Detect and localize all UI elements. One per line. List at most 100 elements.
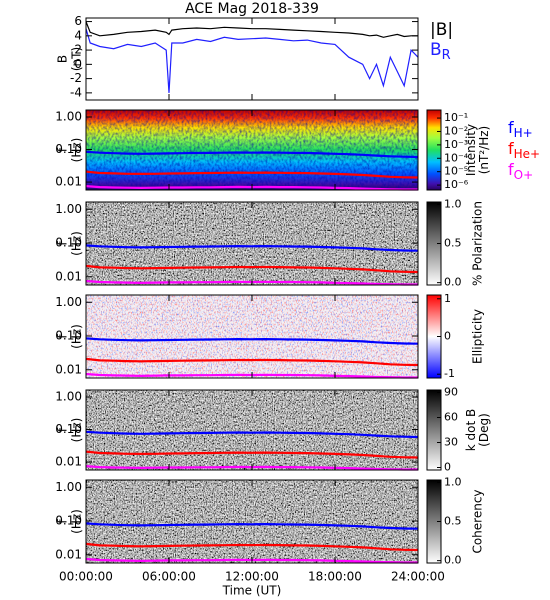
y-tick-label: 1.00 <box>55 295 82 309</box>
y-tick-label: 0.10 <box>55 142 82 156</box>
colorbar-label: Intensity <box>464 124 478 176</box>
y-tick-label: 2 <box>74 43 82 57</box>
x-tick-label: 18:00:00 <box>308 570 362 584</box>
gyrofrequency-line <box>85 170 419 179</box>
y-tick-label: 0.10 <box>55 236 82 250</box>
legend-entry: BR <box>430 40 451 63</box>
data-line <box>85 28 419 93</box>
colorbar-tick-label: 30 <box>444 436 458 449</box>
y-tick-label: 6 <box>74 14 82 28</box>
legend-entry-main: B <box>430 40 442 60</box>
legend-entry: fO+ <box>508 160 533 182</box>
y-axis-label: f <box>56 519 70 524</box>
spectrogram-texture <box>86 295 418 378</box>
colorbar-tick-label: 10⁻³ <box>444 138 468 151</box>
chart-title: ACE Mag 2018-339 <box>185 1 319 17</box>
colorbar-tick-label: 10⁻² <box>444 124 468 137</box>
colorbar-tick-label: 10⁻⁵ <box>444 165 468 178</box>
legend-entry-main: f <box>508 160 514 179</box>
data-line <box>85 21 418 38</box>
y-axis-label: (nT) <box>70 47 84 71</box>
colorbar-tick-label: 0.0 <box>444 276 462 289</box>
legend-entry-sub: He+ <box>514 147 540 161</box>
y-tick-label: -2 <box>70 71 82 85</box>
colorbar-label: Ellipticity <box>471 309 485 364</box>
x-axis-label: Time (UT) <box>222 584 282 598</box>
y-tick-label: 0.10 <box>55 329 82 343</box>
legend-entry-main: |B| <box>430 20 453 40</box>
legend-entry: fHe+ <box>508 139 540 161</box>
spectrogram <box>86 202 418 285</box>
y-tick-label: 0.10 <box>55 422 82 436</box>
y-axis-label: (Hz) <box>70 324 84 349</box>
legend-entry: |B| <box>430 20 453 40</box>
colorbar-tick-label: 1 <box>444 292 451 305</box>
colorbar-label: Coherency <box>471 489 485 553</box>
colorbar-label: (nT²/Hz) <box>477 126 491 174</box>
colorbar-tick-label: 0 <box>444 461 451 474</box>
colorbar-label: (Deg) <box>477 413 491 447</box>
colorbar-tick-label: 10⁻¹ <box>444 111 468 124</box>
legend-entry-main: f <box>508 118 514 137</box>
colorbar-tick-label: 90 <box>444 386 458 399</box>
spectrogram-texture <box>86 110 418 190</box>
y-tick-label: 1.00 <box>55 480 82 494</box>
gyrofrequency-line <box>85 337 419 345</box>
y-tick-label: 1.00 <box>55 389 82 403</box>
gyrofrequency-line <box>85 542 419 552</box>
spectrogram <box>86 390 418 470</box>
colorbar-label: % Polarization <box>471 201 485 286</box>
y-tick-label: 0.01 <box>55 175 82 189</box>
x-tick-label: 00:00:00 <box>59 570 113 584</box>
y-tick-label: 0 <box>74 57 82 71</box>
colorbar-label: k dot B <box>464 409 478 451</box>
y-tick-label: -4 <box>70 85 82 99</box>
gyrofrequency-line <box>85 357 419 367</box>
y-axis-label: (Hz) <box>70 418 84 443</box>
colorbar-tick-label: 0 <box>444 330 451 343</box>
y-tick-label: 0.10 <box>55 514 82 528</box>
y-tick-label: 0.01 <box>55 547 82 561</box>
colorbar <box>426 389 442 471</box>
y-axis-label: f <box>56 241 70 246</box>
gyrofrequency-line <box>85 450 419 459</box>
y-axis-label: (Hz) <box>70 231 84 256</box>
colorbar-tick-label: 60 <box>444 411 458 424</box>
panel-frame <box>85 17 419 101</box>
gyrofrequency-line <box>85 264 419 274</box>
gyrofrequency-line <box>85 150 419 159</box>
y-axis-label: (Hz) <box>70 138 84 163</box>
y-axis-label: B <box>56 55 70 63</box>
spectrogram <box>86 480 418 563</box>
y-axis-label: f <box>56 427 70 432</box>
colorbar-tick-label: -1 <box>444 367 455 380</box>
x-tick-label: 12:00:00 <box>225 570 279 584</box>
y-tick-label: 1.00 <box>55 109 82 123</box>
colorbar-tick-label: 10⁻⁶ <box>444 178 469 191</box>
colorbar <box>426 109 442 191</box>
y-tick-label: 0.01 <box>55 455 82 469</box>
legend-entry-sub: O+ <box>514 168 534 182</box>
y-axis-label: f <box>56 334 70 339</box>
legend-entry-sub: R <box>442 48 451 63</box>
y-axis-label: f <box>56 147 70 152</box>
colorbar-tick-label: 1.0 <box>444 197 462 210</box>
y-axis-label: (Hz) <box>70 509 84 534</box>
y-tick-label: 0.01 <box>55 362 82 376</box>
y-tick-label: 1.00 <box>55 202 82 216</box>
colorbar-tick-label: 0.5 <box>444 237 462 250</box>
x-tick-label: 24:00:00 <box>391 570 445 584</box>
gyrofrequency-line <box>85 430 419 439</box>
legend-entry: fH+ <box>508 118 533 140</box>
colorbar-tick-label: 10⁻⁴ <box>444 151 469 164</box>
colorbar-tick-label: 0.5 <box>444 515 462 528</box>
legend-entry-sub: H+ <box>514 126 533 140</box>
gyrofrequency-line <box>85 522 419 530</box>
colorbar-tick-label: 0.0 <box>444 554 462 567</box>
x-tick-label: 06:00:00 <box>142 570 196 584</box>
y-tick-label: 0.01 <box>55 269 82 283</box>
y-tick-label: 4 <box>74 28 82 42</box>
legend-entry-main: f <box>508 139 514 158</box>
colorbar-tick-label: 1.0 <box>444 475 462 488</box>
